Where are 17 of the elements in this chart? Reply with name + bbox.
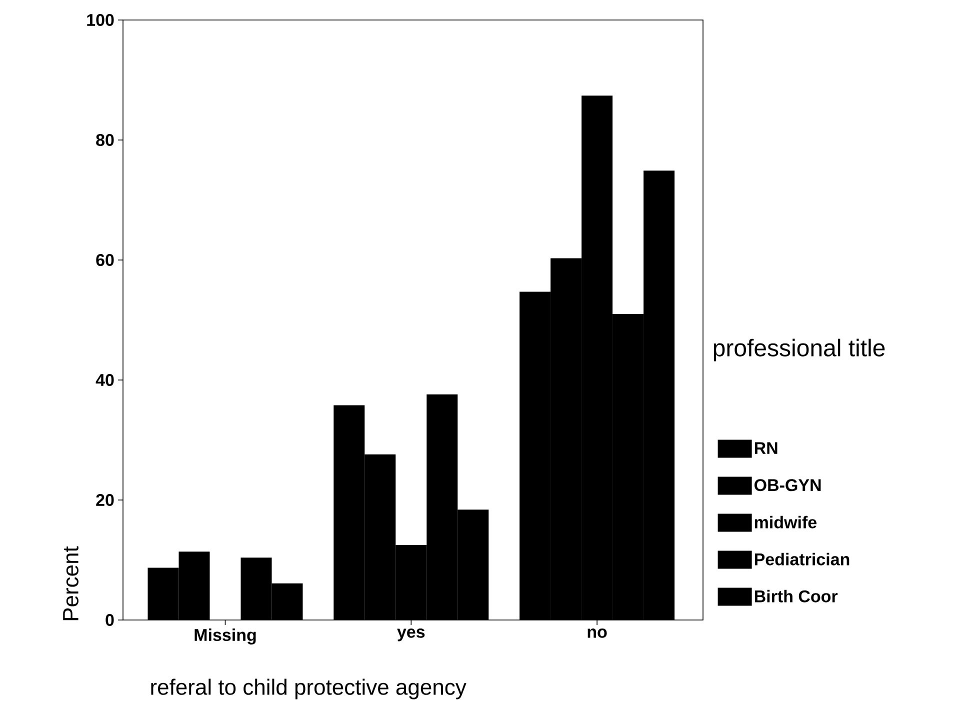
y-tick-label: 20	[96, 494, 114, 506]
x-tick-label: Missing	[194, 628, 256, 644]
legend-label: Birth Coor	[754, 590, 838, 602]
y-axis-title: Percent	[63, 546, 78, 620]
legend-title: professional title	[714, 338, 885, 362]
legend-label: Pediatrician	[754, 552, 850, 566]
legend-label: OB-GYN	[754, 479, 821, 492]
x-axis-title: referal to child protective agency	[151, 678, 466, 700]
x-tick-label: yes	[397, 628, 425, 642]
x-tick-label: no	[588, 628, 607, 638]
legend-label: midwife	[754, 516, 817, 528]
y-tick-label: 40	[96, 374, 114, 386]
y-tick-label: 60	[96, 254, 114, 266]
y-tick-label: 80	[96, 134, 114, 146]
y-tick-label: 100	[87, 14, 114, 26]
y-tick-label: 0	[106, 614, 114, 626]
legend-label: RN	[754, 442, 778, 454]
